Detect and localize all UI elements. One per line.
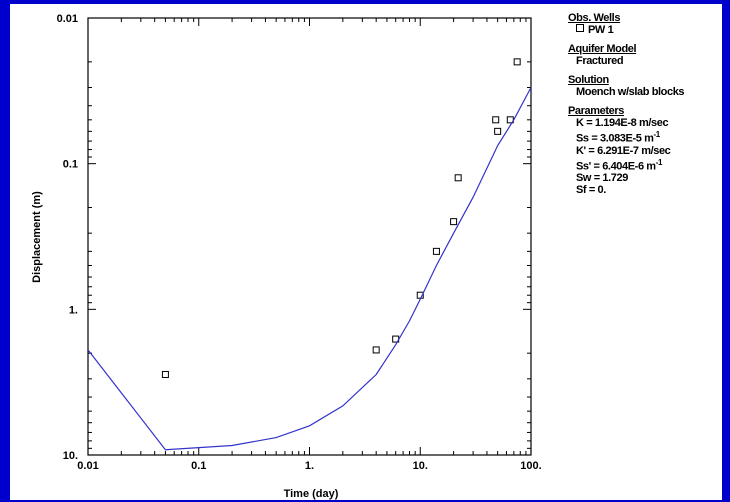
open-square-marker-icon — [576, 24, 584, 32]
param-value: = 1.194E-8 m/sec — [586, 117, 669, 129]
param-value: = 1.729 — [593, 172, 629, 185]
param-value: = 6.404E-6 m — [593, 160, 657, 173]
param-name: Sf — [576, 184, 587, 197]
param-ss: Ss = 3.083E-5 m-1 — [568, 129, 718, 145]
x-axis-label: Time (day) — [284, 488, 339, 500]
y-tick-label: 0.01 — [57, 13, 78, 25]
param-sf: Sf = 0. — [568, 184, 718, 196]
plot-canvas — [10, 4, 722, 500]
aquifer-model-value: Fractured — [576, 55, 624, 67]
y-axis-label: Displacement (m) — [31, 191, 43, 283]
param-value: = 3.083E-5 m — [591, 132, 654, 145]
obs-wells-header: Obs. Wells — [568, 12, 621, 24]
solution-header: Solution — [568, 74, 609, 86]
data-point-square — [372, 346, 380, 354]
param-k-prime: K' = 6.291E-7 m/sec — [568, 145, 718, 157]
param-name: Sw — [576, 172, 592, 185]
legend-panel: Obs. Wells PW 1 Aquifer Model Fractured … — [568, 12, 718, 196]
data-point-square — [432, 247, 440, 255]
param-sw: Sw = 1.729 — [568, 172, 718, 184]
param-name: K' — [576, 144, 586, 157]
x-tick-label: 1. — [305, 460, 314, 472]
param-exponent: -1 — [653, 130, 660, 139]
legend-item-label: PW 1 — [588, 24, 614, 36]
model-curve-line — [87, 87, 532, 451]
param-name: K — [576, 117, 584, 129]
data-point-square — [454, 174, 462, 182]
data-point-square — [492, 116, 500, 124]
parameter-list: K = 1.194E-8 m/sec Ss = 3.083E-5 m-1 K' … — [568, 117, 718, 196]
param-name: Ss' — [576, 160, 591, 173]
data-point-square — [450, 218, 458, 226]
x-tick-label: 0.1 — [191, 460, 206, 472]
data-point-square — [161, 370, 169, 378]
param-name: Ss — [576, 132, 589, 145]
aquifer-model-header: Aquifer Model — [568, 43, 637, 55]
plot-frame — [87, 17, 532, 456]
parameters-header: Parameters — [568, 105, 624, 117]
x-tick-label: 0.01 — [77, 460, 98, 472]
param-ss-prime: Ss' = 6.404E-6 m-1 — [568, 157, 718, 173]
param-k: K = 1.194E-8 m/sec — [568, 117, 718, 129]
data-point-square — [494, 127, 502, 135]
legend-item-pw1: PW 1 — [568, 24, 718, 37]
x-tick-label: 100. — [520, 460, 541, 472]
data-point-square — [513, 58, 521, 66]
x-tick-label: 10. — [413, 460, 428, 472]
param-exponent: -1 — [655, 157, 663, 167]
y-tick-label: 10. — [63, 450, 78, 462]
param-value: = 6.291E-7 m/sec — [588, 144, 671, 157]
y-tick-label: 1. — [69, 304, 78, 316]
solution-value: Moench w/slab blocks — [576, 86, 685, 98]
y-tick-label: 0.1 — [63, 159, 78, 171]
param-value: = 0. — [588, 184, 606, 197]
